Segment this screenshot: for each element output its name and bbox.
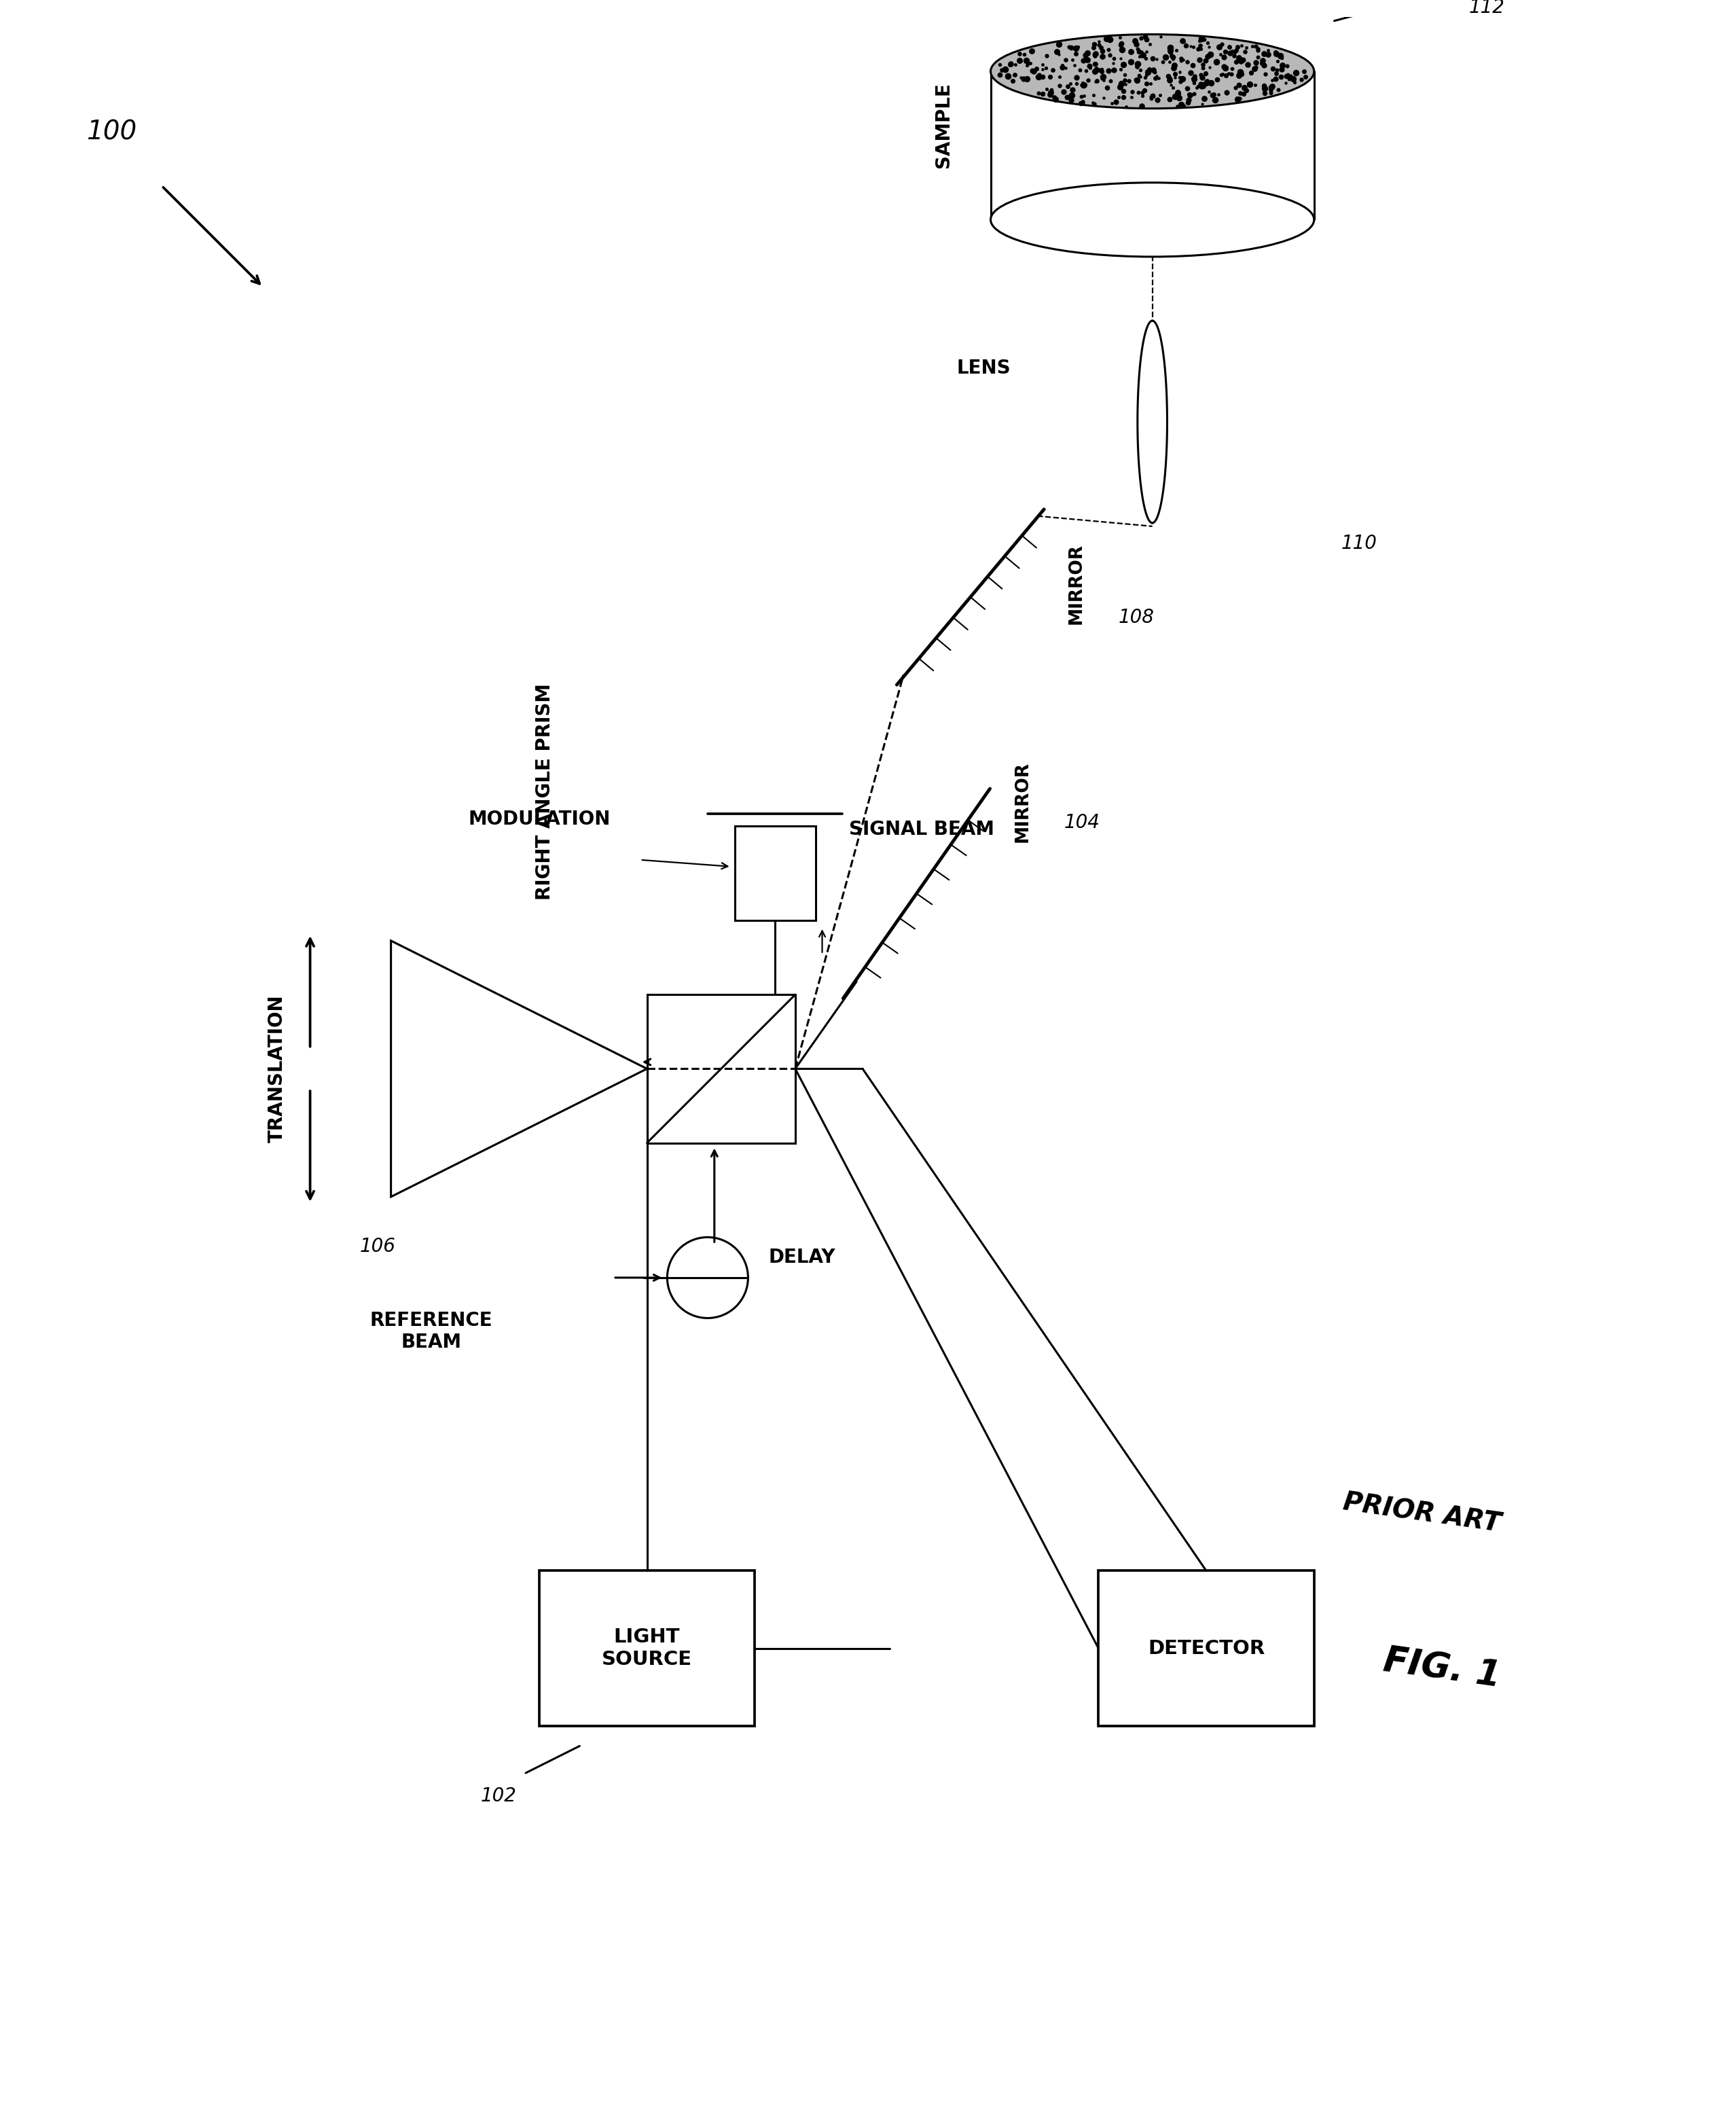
Text: FIG. 1: FIG. 1 <box>1382 1643 1503 1694</box>
Polygon shape <box>991 72 1314 220</box>
Text: RIGHT ANGLE PRISM: RIGHT ANGLE PRISM <box>535 683 554 901</box>
Text: 108: 108 <box>1118 608 1154 628</box>
Text: 106: 106 <box>359 1238 396 1257</box>
FancyBboxPatch shape <box>1099 1571 1314 1726</box>
Text: DELAY: DELAY <box>769 1249 835 1268</box>
Text: 102: 102 <box>481 1787 517 1806</box>
FancyBboxPatch shape <box>734 827 816 920</box>
Text: MIRROR: MIRROR <box>1068 543 1085 623</box>
Polygon shape <box>391 941 648 1198</box>
Text: SIGNAL BEAM: SIGNAL BEAM <box>849 820 995 840</box>
Text: LIGHT
SOURCE: LIGHT SOURCE <box>602 1628 693 1668</box>
FancyBboxPatch shape <box>540 1571 755 1726</box>
Text: REFERENCE
BEAM: REFERENCE BEAM <box>370 1310 493 1353</box>
Ellipse shape <box>991 182 1314 257</box>
Text: DETECTOR: DETECTOR <box>1147 1639 1266 1658</box>
Text: MODULATION: MODULATION <box>469 810 611 829</box>
Ellipse shape <box>991 34 1314 108</box>
Text: TRANSLATION: TRANSLATION <box>267 994 286 1143</box>
Circle shape <box>667 1238 748 1319</box>
Text: MIRROR: MIRROR <box>1014 761 1031 842</box>
Text: LENS: LENS <box>957 358 1010 377</box>
Text: 110: 110 <box>1340 534 1377 553</box>
Text: SAMPLE: SAMPLE <box>934 83 953 167</box>
Text: 100: 100 <box>87 119 137 144</box>
Text: PRIOR ART: PRIOR ART <box>1342 1490 1502 1537</box>
Text: 112: 112 <box>1469 0 1505 17</box>
Text: 104: 104 <box>1064 812 1101 831</box>
FancyBboxPatch shape <box>648 994 795 1143</box>
